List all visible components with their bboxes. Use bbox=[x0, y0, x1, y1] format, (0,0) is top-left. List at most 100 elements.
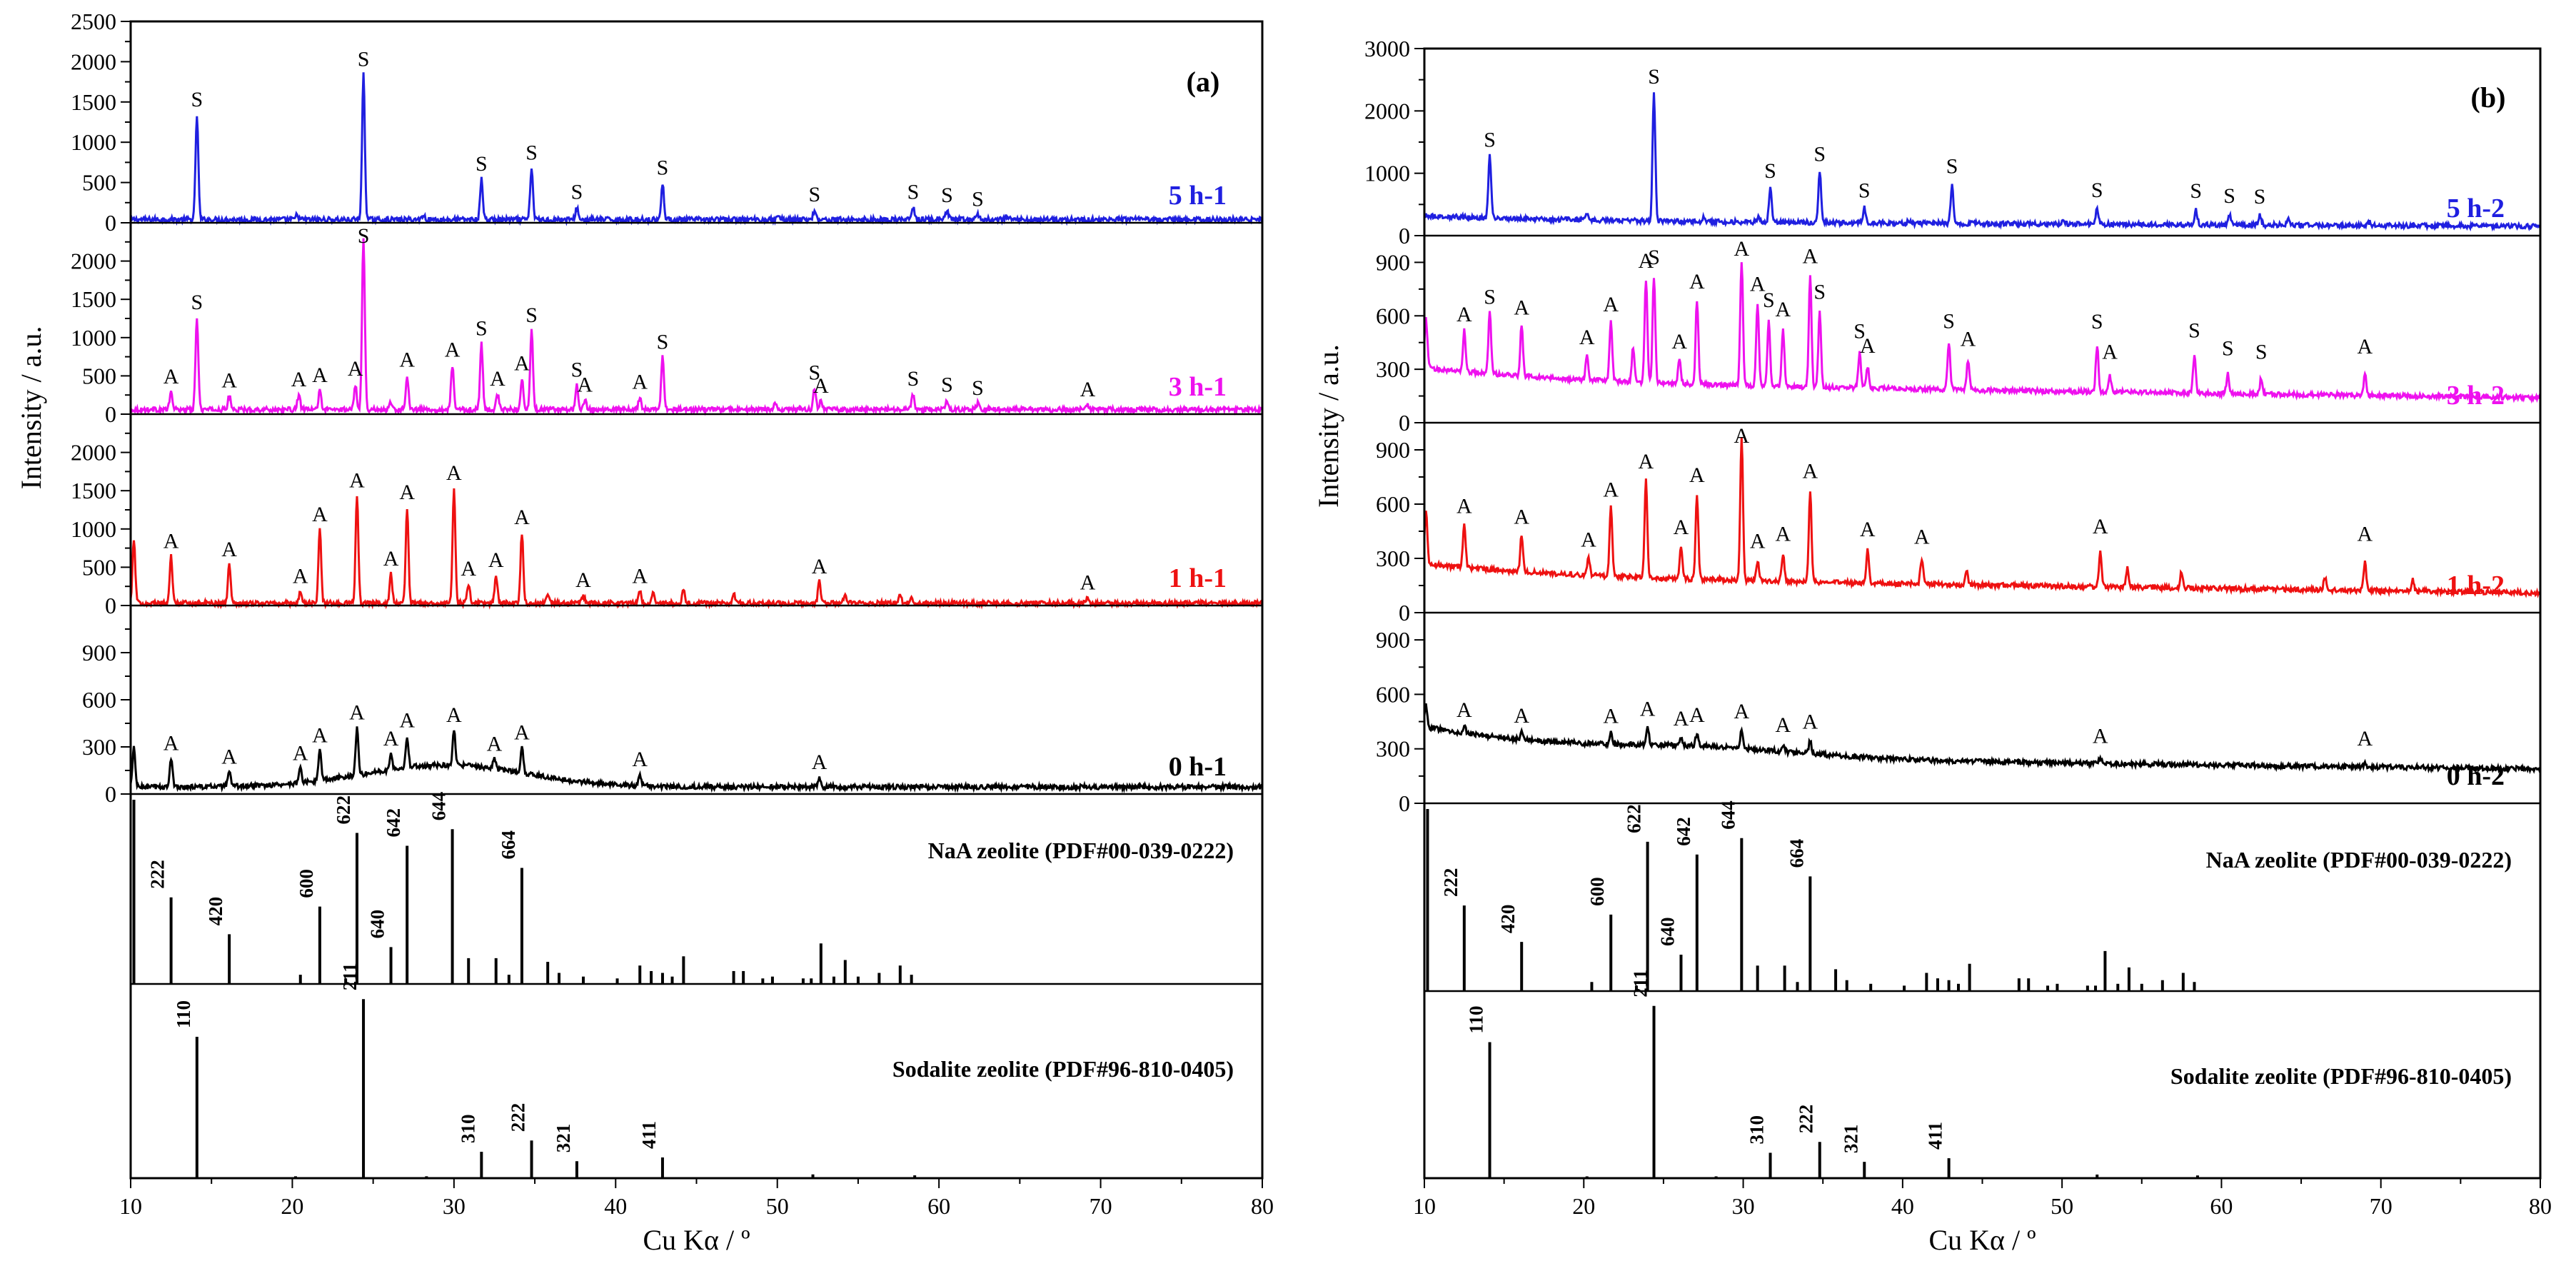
peak-marker: S bbox=[657, 331, 669, 354]
peak-marker: A bbox=[812, 750, 827, 774]
peak-marker: A bbox=[632, 370, 648, 393]
peak-marker: S bbox=[907, 181, 920, 204]
peak-marker: A bbox=[312, 363, 328, 387]
peak-marker: A bbox=[1640, 698, 1656, 721]
peak-marker: A bbox=[1734, 237, 1750, 261]
peak-marker: A bbox=[348, 357, 363, 381]
y-tick-label: 300 bbox=[1376, 736, 1410, 762]
x-tick-label: 30 bbox=[1732, 1193, 1755, 1219]
peak-marker: S bbox=[972, 376, 984, 400]
y-axis-title: Intensity / a.u. bbox=[1312, 344, 1344, 508]
hkl-label: 644 bbox=[1717, 800, 1739, 830]
peak-marker: A bbox=[1750, 529, 1766, 553]
peak-marker: A bbox=[1750, 273, 1766, 296]
y-tick-label: 2000 bbox=[1364, 98, 1410, 124]
peak-marker: S bbox=[2255, 341, 2268, 364]
hkl-label: 664 bbox=[1786, 839, 1807, 868]
y-tick-label: 0 bbox=[1399, 790, 1410, 816]
x-tick-label: 20 bbox=[281, 1193, 303, 1219]
peak-marker: A bbox=[1803, 459, 1818, 483]
hkl-label: 642 bbox=[383, 808, 404, 838]
peak-marker: A bbox=[1860, 518, 1876, 541]
peak-marker: S bbox=[525, 141, 538, 164]
peak-marker: S bbox=[1484, 285, 1496, 308]
peak-marker: A bbox=[1456, 495, 1472, 518]
x-tick-label: 40 bbox=[1891, 1193, 1914, 1219]
y-tick-label: 1500 bbox=[71, 286, 116, 312]
peak-marker: A bbox=[1080, 378, 1096, 401]
pattern-line bbox=[129, 488, 1263, 610]
hkl-label: 664 bbox=[498, 830, 519, 860]
hkl-label: 622 bbox=[1624, 804, 1645, 833]
x-tick-label: 80 bbox=[1251, 1193, 1274, 1219]
peak-marker: S bbox=[476, 152, 488, 176]
y-tick-label: 1000 bbox=[71, 129, 116, 155]
y-tick-label: 0 bbox=[1399, 410, 1410, 436]
y-tick-label: 600 bbox=[1376, 303, 1410, 328]
x-tick-label: 70 bbox=[1090, 1193, 1112, 1219]
peak-marker: A bbox=[1803, 710, 1818, 733]
peak-marker: S bbox=[2222, 337, 2234, 361]
series-label: 0 h-1 bbox=[1169, 752, 1227, 782]
x-axis-title: Cu Kα / º bbox=[643, 1224, 750, 1256]
hkl-label: 222 bbox=[508, 1103, 529, 1132]
peak-marker: S bbox=[1648, 246, 1660, 269]
peak-marker: A bbox=[1803, 244, 1818, 268]
hkl-label: 110 bbox=[173, 1000, 194, 1028]
peak-marker: S bbox=[1648, 65, 1660, 89]
y-tick-label: 900 bbox=[1376, 249, 1410, 275]
x-tick-label: 10 bbox=[119, 1193, 142, 1219]
peak-marker: S bbox=[941, 373, 953, 397]
hkl-label: 420 bbox=[205, 897, 226, 926]
y-tick-label: 900 bbox=[1376, 627, 1410, 653]
peak-marker: A bbox=[293, 741, 308, 765]
peak-marker: S bbox=[1858, 179, 1871, 202]
peak-marker: A bbox=[399, 481, 415, 504]
peak-marker: A bbox=[1689, 463, 1705, 487]
y-tick-label: 1000 bbox=[71, 325, 116, 351]
series-label: 5 h-2 bbox=[2447, 194, 2505, 223]
hkl-label: 420 bbox=[1497, 905, 1519, 934]
peak-marker: A bbox=[1776, 713, 1791, 737]
peak-marker: A bbox=[632, 565, 648, 588]
y-tick-label: 500 bbox=[82, 170, 116, 196]
peak-marker: S bbox=[808, 183, 820, 206]
peak-marker: A bbox=[291, 368, 307, 391]
peak-marker: S bbox=[1853, 320, 1866, 343]
peak-marker: A bbox=[1603, 293, 1619, 316]
hkl-label: 222 bbox=[147, 860, 168, 889]
peak-marker: S bbox=[1813, 280, 1826, 303]
y-tick-label: 300 bbox=[1376, 546, 1410, 571]
peak-marker: A bbox=[2358, 335, 2373, 358]
reference-sodalite: 110 211 310 222 321 411 Sodalite zeolite (PDF#… bbox=[1466, 970, 2512, 1178]
peak-marker: S bbox=[1813, 143, 1826, 166]
peak-marker: A bbox=[1581, 528, 1596, 551]
peak-marker: A bbox=[490, 367, 505, 391]
y-tick-label: 1000 bbox=[1364, 161, 1410, 186]
x-tick-label: 40 bbox=[604, 1193, 627, 1219]
peak-marker: S bbox=[2254, 185, 2266, 209]
peak-marker: S bbox=[571, 358, 583, 381]
y-tick-label: 600 bbox=[1376, 681, 1410, 707]
x-tick-label: 10 bbox=[1413, 1193, 1436, 1219]
reference-name: Sodalite zeolite (PDF#96-810-0405) bbox=[2170, 1063, 2512, 1089]
peak-marker: A bbox=[1514, 704, 1529, 728]
peak-marker: A bbox=[446, 461, 462, 485]
peak-marker: A bbox=[1776, 298, 1791, 321]
peak-marker: A bbox=[349, 700, 365, 724]
hkl-label: 310 bbox=[1746, 1115, 1768, 1145]
x-tick-label: 70 bbox=[2370, 1193, 2393, 1219]
peak-marker: S bbox=[972, 188, 984, 211]
y-tick-label: 0 bbox=[1399, 223, 1410, 248]
peak-marker: S bbox=[1946, 155, 1958, 179]
reference-name: NaA zeolite (PDF#00-039-0222) bbox=[928, 838, 1234, 863]
x-tick-label: 80 bbox=[2529, 1193, 2552, 1219]
peak-marker: S bbox=[808, 361, 820, 385]
x-tick-label: 20 bbox=[1572, 1193, 1595, 1219]
peak-marker: S bbox=[657, 156, 669, 180]
pattern-line bbox=[1423, 703, 2542, 775]
